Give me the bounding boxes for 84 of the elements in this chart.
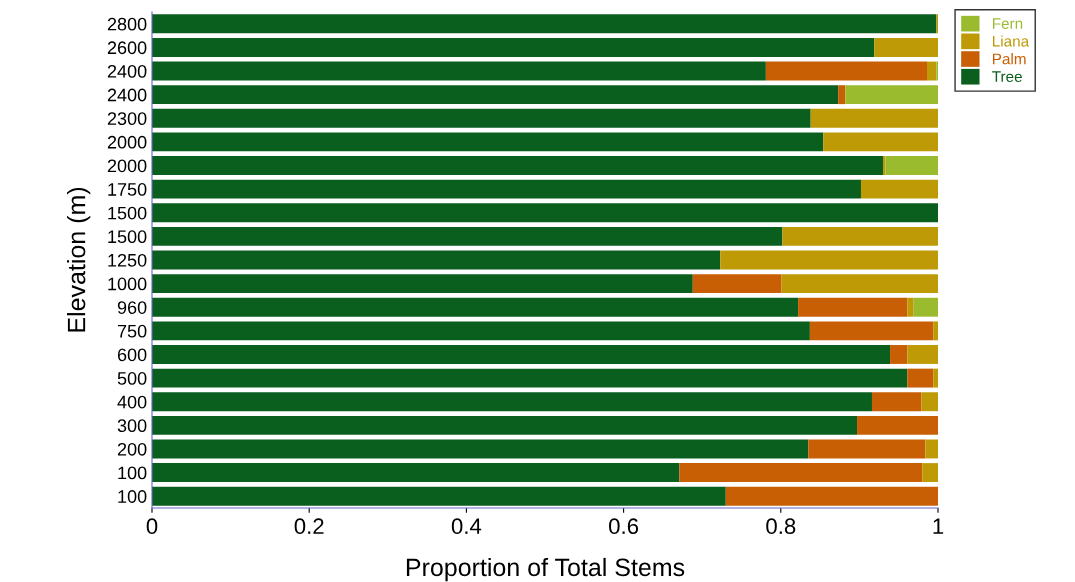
x-axis-title: Proportion of Total Stems [406, 557, 685, 582]
bar [152, 392, 872, 412]
bar [152, 345, 891, 364]
bar [152, 368, 908, 388]
bar [907, 368, 934, 388]
y-tick-label: 100 [118, 490, 147, 503]
bar [152, 132, 824, 152]
y-tick-label: 750 [117, 324, 147, 338]
bar [725, 486, 938, 506]
bar [152, 37, 875, 57]
bar [921, 392, 938, 412]
bar [838, 85, 846, 105]
y-tick-label: 2300 [107, 112, 147, 126]
bar [692, 274, 782, 294]
bar [152, 415, 858, 435]
bar [798, 297, 908, 317]
y-tick-label: 300 [117, 419, 147, 433]
legend-label: Fern [992, 18, 1023, 29]
legend-label: Tree [992, 71, 1022, 83]
y-tick-label: 2000 [107, 159, 147, 173]
bar [808, 439, 926, 459]
bar [885, 156, 938, 175]
y-tick-label: 600 [117, 348, 147, 362]
x-tick-label: 0.4 [451, 518, 482, 535]
legend-label: Liana [992, 35, 1030, 47]
x-tick-label: 0.8 [766, 518, 796, 535]
x-tick-label: 0 [146, 518, 158, 535]
bar [922, 463, 938, 483]
y-axis-title: Elevation (m) [67, 187, 91, 332]
bar [152, 226, 783, 246]
bar [765, 61, 927, 81]
bar [152, 14, 937, 34]
y-tick-label: 1750 [108, 183, 147, 196]
y-tick-label: 2800 [107, 17, 147, 31]
y-tick-label: 2600 [107, 41, 147, 55]
bar [907, 345, 938, 364]
bar [933, 321, 938, 341]
y-tick-label: 2000 [107, 135, 147, 149]
bar [871, 392, 922, 412]
y-tick-label: 1500 [108, 206, 147, 220]
bar [860, 179, 938, 199]
x-tick-label: 0.6 [609, 518, 639, 535]
bar [152, 250, 721, 270]
bar [782, 226, 938, 246]
bar [809, 321, 934, 341]
bar [152, 108, 811, 128]
bar [810, 108, 938, 128]
bar [823, 132, 938, 152]
bar [152, 61, 766, 81]
y-tick-label: 2400 [107, 88, 147, 102]
bar [152, 179, 861, 199]
bar [925, 439, 938, 459]
y-tick-label: 960 [117, 301, 147, 314]
bar [845, 85, 938, 105]
y-tick-label: 100 [118, 466, 147, 480]
bar [152, 156, 883, 175]
bar [927, 61, 937, 81]
bar [857, 415, 938, 435]
y-tick-label: 200 [117, 442, 147, 456]
bar [152, 439, 809, 459]
bar [913, 297, 938, 317]
y-tick-label: 1250 [108, 253, 147, 267]
x-tick-label: 0.2 [294, 518, 324, 535]
bar [152, 321, 810, 341]
bar [907, 297, 914, 317]
bar [720, 250, 938, 270]
y-tick-label: 400 [117, 395, 147, 409]
bar [933, 368, 938, 388]
y-tick-label: 2400 [107, 64, 147, 78]
bar [152, 203, 938, 223]
bar [679, 463, 923, 483]
y-tick-label: 1000 [108, 277, 147, 291]
bar [152, 486, 726, 506]
x-tick-label: 1 [933, 518, 944, 534]
y-tick-label: 1500 [108, 230, 147, 244]
bar [152, 274, 693, 294]
bar [152, 463, 680, 483]
y-tick-label: 500 [117, 372, 147, 385]
bar [152, 85, 839, 105]
bar [781, 274, 938, 294]
bar [874, 37, 938, 57]
bar [890, 345, 908, 364]
legend-label: Palm [992, 53, 1026, 65]
bar [152, 297, 799, 317]
